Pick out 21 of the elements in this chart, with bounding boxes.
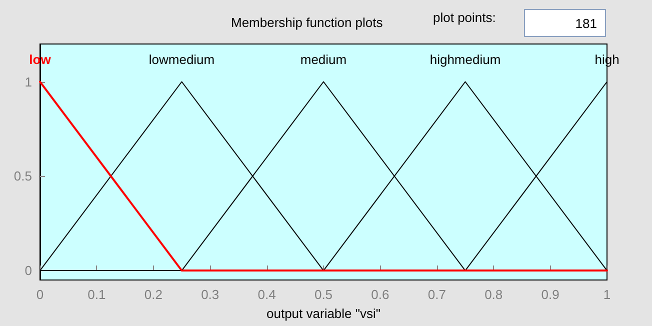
x-tick-label: 0.1 xyxy=(88,287,106,302)
x-tick-label: 0.4 xyxy=(258,287,276,302)
series-label: medium xyxy=(300,52,347,67)
x-tick-label: 0 xyxy=(36,287,44,302)
chart-title: Membership function plots xyxy=(231,15,384,30)
x-tick-label: 0.2 xyxy=(144,287,162,302)
x-tick-label: 0.8 xyxy=(484,287,503,302)
y-tick-label: 1 xyxy=(24,74,32,90)
x-tick-label: 0.7 xyxy=(428,287,446,302)
text-field: 181 xyxy=(524,9,606,37)
x-tick-label: 0.6 xyxy=(371,287,390,302)
x-tick-label: 0.5 xyxy=(314,287,333,302)
x-tick-label: 0.9 xyxy=(541,287,560,302)
x-axis-title: output variable "vsi" xyxy=(266,306,381,321)
x-tick-label: 1 xyxy=(603,287,611,302)
y-tick-label: 0.5 xyxy=(14,168,32,184)
text: plot points: xyxy=(433,10,496,25)
x-tick-label: 0.3 xyxy=(201,287,220,302)
y-tick-label: 0 xyxy=(24,263,32,278)
series-label: highmedium xyxy=(430,52,501,67)
series-label: lowmedium xyxy=(148,52,215,67)
